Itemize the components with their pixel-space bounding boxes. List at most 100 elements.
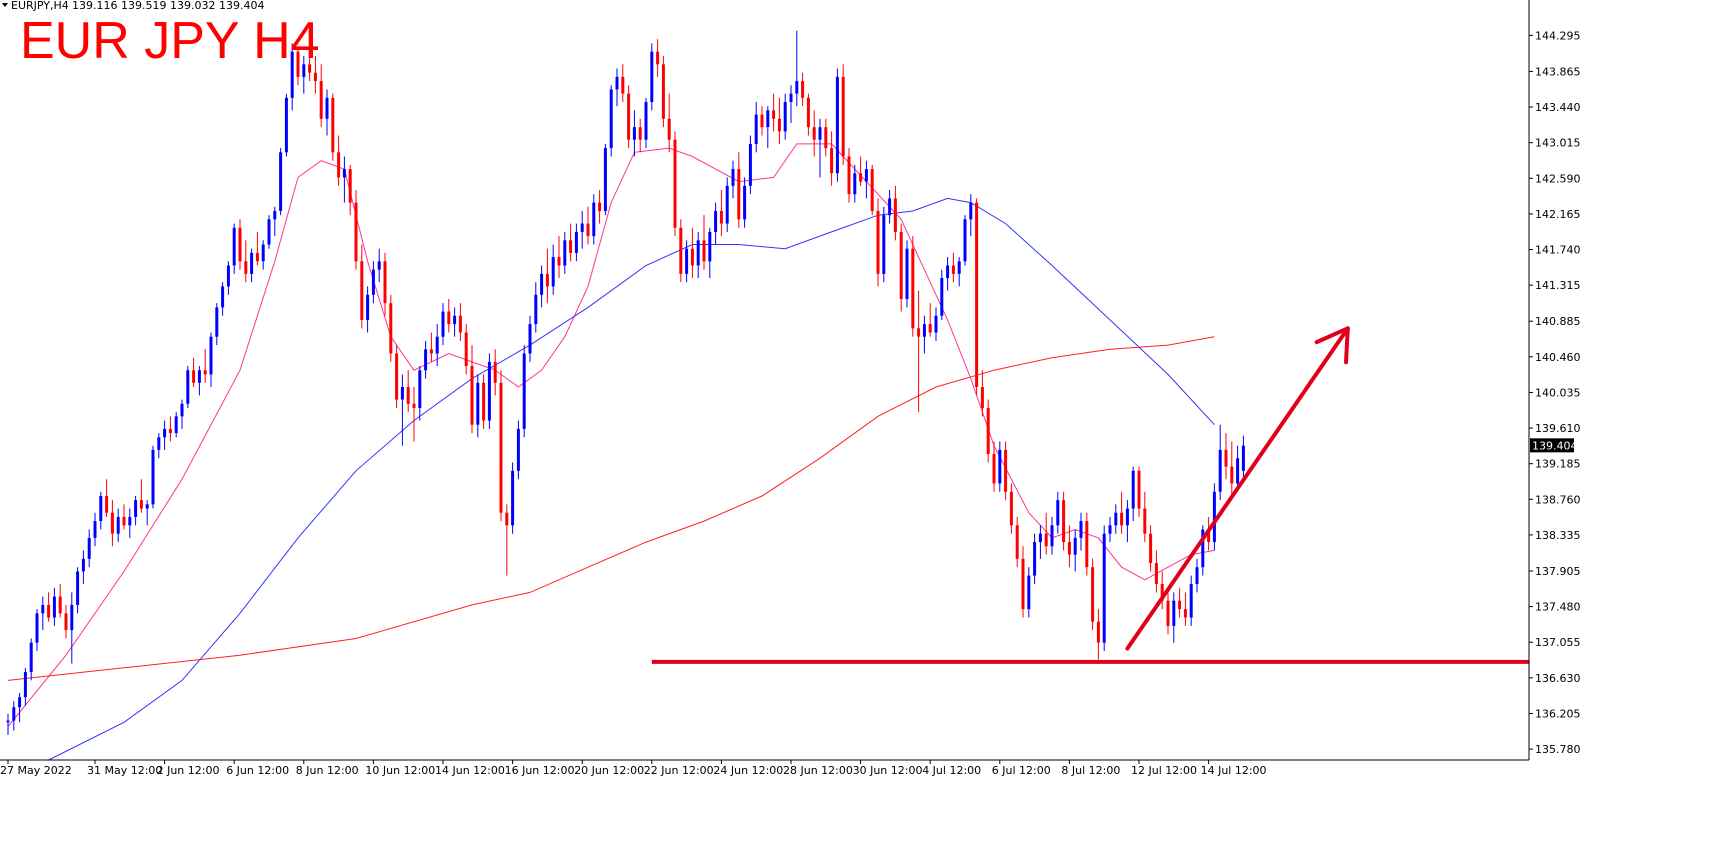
candle-body [859, 173, 863, 182]
x-tick-label: 20 Jun 12:00 [574, 764, 644, 777]
y-tick-label: 138.760 [1535, 493, 1581, 506]
candle-body [331, 97, 335, 153]
candle-body [1079, 521, 1083, 538]
candle [574, 223, 578, 262]
candle [87, 529, 91, 568]
candle [899, 223, 903, 312]
candle-body [708, 231, 712, 262]
candle-body [1120, 512, 1124, 526]
candle [719, 190, 723, 237]
candle-body [499, 382, 503, 513]
y-tick-label: 137.055 [1535, 636, 1581, 649]
annotations [651, 326, 1529, 664]
candle-body [998, 449, 1002, 484]
candle-body [685, 248, 689, 274]
candle-body [453, 315, 457, 325]
candle-body [1236, 458, 1240, 484]
candle [1143, 491, 1147, 543]
candle [1224, 433, 1228, 480]
candle-body [447, 311, 451, 325]
candle [864, 160, 868, 199]
candle [696, 231, 700, 279]
candle-body [963, 219, 967, 262]
candle-body [6, 720, 10, 723]
candle [1166, 588, 1170, 635]
candle [893, 185, 897, 241]
candle-body [180, 403, 184, 417]
candle-body [64, 613, 68, 631]
candle [52, 588, 56, 626]
candle-body [41, 604, 45, 614]
candle-body [209, 336, 213, 375]
candle-body [383, 261, 387, 304]
candle-body [893, 198, 897, 232]
x-tick-label: 22 Jun 12:00 [644, 764, 714, 777]
candle [609, 85, 613, 157]
candle-body [540, 273, 544, 295]
candle [835, 68, 839, 182]
candle-body [163, 428, 167, 438]
candle-body [940, 278, 944, 316]
candle-body [458, 315, 462, 333]
candle [493, 349, 497, 396]
candle [772, 93, 776, 132]
candle-body [615, 76, 619, 90]
candle-body [93, 521, 97, 538]
candle-body [609, 89, 613, 149]
candle [1102, 525, 1106, 652]
candle-body [1224, 449, 1228, 467]
candle [569, 223, 573, 262]
candle-body [151, 449, 155, 505]
candle [209, 332, 213, 387]
candle-body [795, 81, 799, 94]
candle-body [470, 366, 474, 425]
candle-body [511, 470, 515, 526]
candle-body [354, 202, 358, 262]
candle-body [1160, 583, 1164, 601]
candle [163, 420, 167, 450]
y-tick-label: 141.315 [1535, 279, 1581, 292]
menu-triangle-icon[interactable] [2, 3, 8, 7]
candle [1062, 491, 1066, 551]
y-tick-label: 137.480 [1535, 601, 1581, 614]
candle [371, 261, 375, 304]
candle-body [1125, 508, 1129, 526]
candle [186, 366, 190, 408]
candle [702, 215, 706, 270]
candle-body [899, 231, 903, 299]
candle-body [371, 269, 375, 295]
x-tick-label: 8 Jun 12:00 [296, 764, 359, 777]
candle-body [487, 361, 491, 421]
x-tick-label: 14 Jun 12:00 [435, 764, 505, 777]
candle [482, 374, 486, 429]
candle-body [841, 76, 845, 157]
candle-body [325, 97, 329, 119]
candle [151, 445, 155, 509]
candle-body [1091, 567, 1095, 622]
candle-body [551, 257, 555, 287]
candle-body [273, 210, 277, 220]
candle [824, 118, 828, 157]
candle-body [586, 223, 590, 237]
candle-body [360, 261, 364, 320]
x-tick-label: 6 Jul 12:00 [992, 764, 1051, 777]
candle [64, 604, 68, 639]
candle-body [342, 169, 346, 178]
candle-body [1172, 600, 1176, 626]
candle [963, 215, 967, 266]
candle-body [545, 273, 549, 287]
candle-body [957, 261, 961, 274]
candle [197, 366, 201, 396]
candle [1056, 491, 1060, 534]
candle-body [232, 227, 236, 266]
candle-body [482, 382, 486, 421]
candle [969, 194, 973, 237]
candle [58, 583, 62, 618]
candle [830, 131, 834, 186]
y-tick-label: 142.590 [1535, 172, 1581, 185]
candle [1241, 435, 1245, 477]
candle [980, 370, 984, 417]
candle [290, 43, 294, 111]
candle [928, 303, 932, 337]
